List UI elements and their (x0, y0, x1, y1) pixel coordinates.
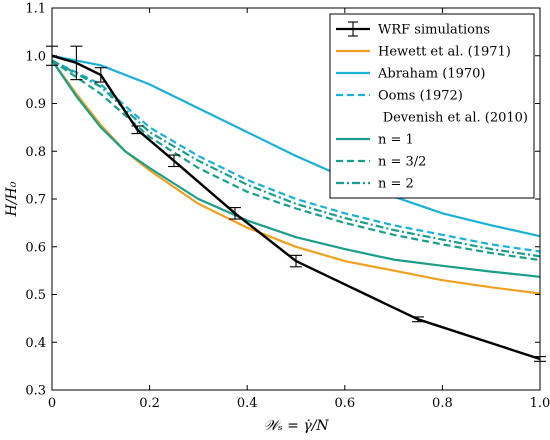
legend-item: WRF simulations (336, 21, 490, 38)
axis-ticks: 0 0.2 0.4 0.6 0.8 1.0 0.3 0.4 0.5 0.6 0.7 0.8 0.9 1.0… (25, 2, 550, 412)
legend-label: n = 3/2 (378, 155, 426, 170)
error-bar (168, 154, 180, 168)
legend-label: Ooms (1972) (378, 89, 463, 104)
y-tick-label: 1.1 (25, 2, 46, 17)
legend-item: Devenish et al. (2010) (383, 111, 528, 126)
legend-item: n = 3/2 (336, 155, 426, 170)
legend-item: n = 2 (336, 177, 414, 192)
y-tick-label: 0.5 (25, 288, 46, 303)
y-tick-label: 0.8 (25, 145, 46, 160)
legend-item: Abraham (1970) (336, 67, 486, 82)
y-tick-label: 0.3 (25, 384, 46, 399)
error-bar (290, 254, 302, 268)
errorbar-group (46, 45, 546, 362)
legend-item: Hewett et al. (1971) (336, 45, 511, 60)
legend-label: n = 2 (378, 177, 414, 192)
x-tick-label: 0.8 (432, 396, 453, 411)
x-tick-label: 0.6 (334, 396, 355, 411)
error-bar (70, 45, 83, 81)
legend-label: WRF simulations (378, 23, 490, 38)
y-tick-label: 0.4 (25, 336, 46, 351)
y-tick-label: 0.6 (25, 240, 46, 255)
legend-label: Hewett et al. (1971) (378, 45, 511, 60)
y-tick-label: 0.9 (25, 97, 46, 112)
error-bar (229, 207, 241, 220)
y-tick-label: 0.7 (25, 193, 46, 208)
legend-label: Abraham (1970) (377, 67, 486, 82)
x-tick-label: 0.4 (237, 396, 258, 411)
error-bar (94, 67, 107, 83)
legend-item: Ooms (1972) (336, 89, 463, 104)
legend-item: n = 1 (336, 133, 414, 148)
error-bar (412, 316, 424, 323)
series-line-2 (51, 59, 541, 295)
series-line-5 (51, 59, 541, 278)
x-axis-title: 𝒲ₛ = γ̇/N (263, 418, 329, 434)
y-axis-title: H/H₀ (4, 181, 20, 217)
y-tick-label: 1.0 (25, 49, 46, 64)
x-tick-label: 0 (48, 396, 56, 411)
x-tick-label: 1.0 (530, 396, 550, 411)
legend-box (329, 13, 535, 199)
series-line-3 (51, 54, 541, 238)
legend-label: Devenish et al. (2010) (383, 111, 528, 126)
x-tick-label: 0.2 (139, 396, 160, 411)
legend-label: n = 1 (378, 133, 414, 148)
series-line-7 (51, 59, 541, 258)
legend: WRF simulations Hewett et al. (1971) Abrah… (329, 13, 535, 199)
error-bar (131, 125, 144, 135)
